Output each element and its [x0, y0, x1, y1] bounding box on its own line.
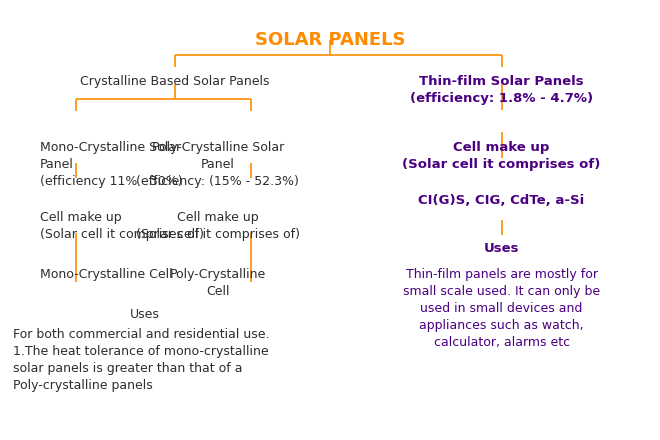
Text: Thin-film Solar Panels
(efficiency: 1.8% - 4.7%): Thin-film Solar Panels (efficiency: 1.8%…: [410, 75, 593, 105]
Text: Mono-Crystalline Cell: Mono-Crystalline Cell: [40, 268, 172, 282]
Text: For both commercial and residential use.
1.The heat tolerance of mono-crystallin: For both commercial and residential use.…: [13, 328, 270, 392]
Text: SOLAR PANELS: SOLAR PANELS: [255, 31, 405, 49]
Text: Poly-Crystalline Solar
Panel
(efficiency: (15% - 52.3%): Poly-Crystalline Solar Panel (efficiency…: [137, 141, 299, 188]
Text: Uses: Uses: [130, 308, 160, 321]
Text: Cell make up
(Solar cell it comprises of): Cell make up (Solar cell it comprises of…: [403, 141, 601, 171]
Text: Mono-Crystalline Solar
Panel
(efficiency 11% - 30%): Mono-Crystalline Solar Panel (efficiency…: [40, 141, 182, 188]
Text: Cell make up
(Solar cell it comprises of): Cell make up (Solar cell it comprises of…: [40, 211, 203, 241]
Text: Uses: Uses: [484, 242, 519, 255]
Text: CI(G)S, CIG, CdTe, a-Si: CI(G)S, CIG, CdTe, a-Si: [418, 194, 585, 207]
Text: Crystalline Based Solar Panels: Crystalline Based Solar Panels: [80, 75, 270, 88]
Text: Cell make up
(Solar cell it comprises of): Cell make up (Solar cell it comprises of…: [136, 211, 300, 241]
Text: Thin-film panels are mostly for
small scale used. It can only be
used in small d: Thin-film panels are mostly for small sc…: [403, 268, 600, 349]
Text: Poly-Crystalline
Cell: Poly-Crystalline Cell: [170, 268, 266, 298]
